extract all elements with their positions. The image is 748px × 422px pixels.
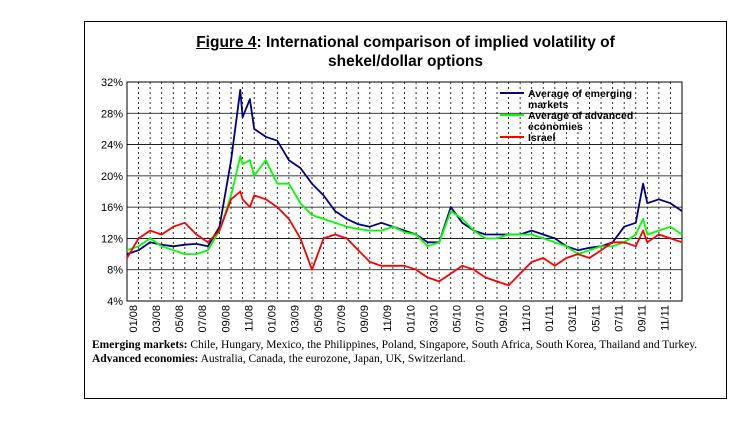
y-tick-label: 28% <box>101 108 123 120</box>
x-tick-label: 11/08 <box>243 305 255 332</box>
y-tick-label: 20% <box>101 171 123 183</box>
chart-notes: Emerging markets: Chile, Hungary, Mexico… <box>92 338 712 366</box>
figure-title-text: : International comparison of implied vo… <box>256 34 615 51</box>
x-tick-label: 01/11 <box>544 305 556 332</box>
x-tick-label: 05/09 <box>313 305 325 333</box>
y-tick-label: 8% <box>107 265 123 277</box>
x-tick-label: 01/08 <box>128 305 140 333</box>
x-tick-label: 01/09 <box>267 305 279 333</box>
x-tick-label: 01/10 <box>405 305 417 333</box>
x-tick-label: 05/08 <box>174 305 186 333</box>
y-tick-label: 24% <box>101 140 123 152</box>
x-tick-label: 07/11 <box>613 305 625 332</box>
x-tick-label: 07/09 <box>336 305 348 333</box>
series-line-3 <box>126 190 683 287</box>
x-tick-label: 11/10 <box>521 305 533 332</box>
x-tick-label: 09/10 <box>498 305 510 333</box>
x-tick-label: 09/08 <box>220 305 232 333</box>
legend-label: Average of advanced economies <box>528 110 633 133</box>
y-tick-label: 16% <box>101 202 123 214</box>
note-advanced: Advanced economies: Australia, Canada, t… <box>92 352 712 366</box>
note-advanced-label: Advanced economies: <box>92 353 199 365</box>
note-emerging-text: Chile, Hungary, Mexico, the Philippines,… <box>187 339 698 351</box>
x-tick-label: 03/09 <box>290 305 302 333</box>
figure-title: Figure 4: International comparison of im… <box>84 33 727 71</box>
x-tick-label: 09/11 <box>637 305 649 332</box>
legend-label: Average of emerging markets <box>528 88 632 111</box>
x-tick-label: 07/10 <box>475 305 487 333</box>
x-tick-label: 11/11 <box>660 305 672 331</box>
note-emerging: Emerging markets: Chile, Hungary, Mexico… <box>92 338 712 352</box>
x-axis: 01/08 03/08 05/08 07/08 09/08 11/08 01/09 03/09… <box>128 305 672 333</box>
y-axis: 4% 8% 12% 16% 20% 24% 28% 32% <box>101 77 123 308</box>
x-tick-label: 03/08 <box>151 305 163 333</box>
x-tick-label: 11/09 <box>382 305 394 332</box>
chart-grid <box>126 81 683 302</box>
legend-label: Israel <box>528 132 556 144</box>
figure-title-line2: shekel/dollar options <box>327 53 484 70</box>
x-tick-label: 03/10 <box>428 305 440 333</box>
note-advanced-text: Australia, Canada, the eurozone, Japan, … <box>198 353 466 365</box>
x-tick-label: 09/09 <box>359 305 371 333</box>
y-tick-label: 12% <box>101 233 123 245</box>
y-tick-label: 4% <box>107 296 123 308</box>
note-emerging-label: Emerging markets: <box>92 339 188 351</box>
y-tick-label: 32% <box>101 77 123 89</box>
figure-label: Figure 4 <box>196 34 257 51</box>
chart-series <box>126 88 683 287</box>
x-tick-label: 07/08 <box>197 305 209 333</box>
figure-frame <box>84 21 727 399</box>
x-tick-label: 03/11 <box>567 305 579 332</box>
x-tick-label: 05/11 <box>590 305 602 332</box>
x-tick-label: 05/10 <box>452 305 464 333</box>
